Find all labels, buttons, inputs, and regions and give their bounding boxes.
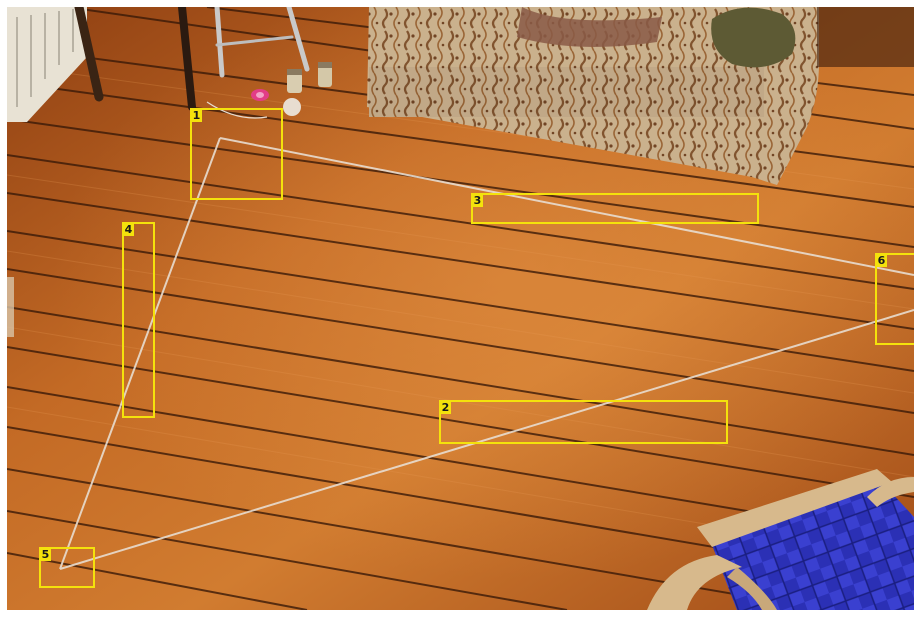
photo-frame: 1 2 3 4 5 6: [7, 7, 914, 610]
annotation-label: 4: [123, 223, 134, 236]
floor-photo: [7, 7, 914, 610]
annotation-box-3: 3: [471, 193, 759, 224]
annotation-label: 2: [440, 401, 451, 414]
annotation-box-5: 5: [39, 547, 95, 588]
annotation-label: 5: [40, 548, 51, 561]
annotation-box-4: 4: [122, 222, 155, 418]
floor-objects: [206, 62, 332, 119]
annotation-box-1: 1: [190, 108, 283, 200]
string-outline: [59, 137, 914, 570]
annotation-label: 6: [876, 254, 887, 267]
sofa: [367, 7, 819, 185]
radiator: [7, 7, 87, 122]
annotation-box-2: 2: [439, 400, 728, 444]
furniture-legs: [74, 7, 310, 111]
annotation-box-6: 6: [875, 253, 914, 345]
chair: [647, 469, 914, 610]
annotation-label: 3: [472, 194, 483, 207]
annotation-label: 1: [191, 109, 202, 122]
